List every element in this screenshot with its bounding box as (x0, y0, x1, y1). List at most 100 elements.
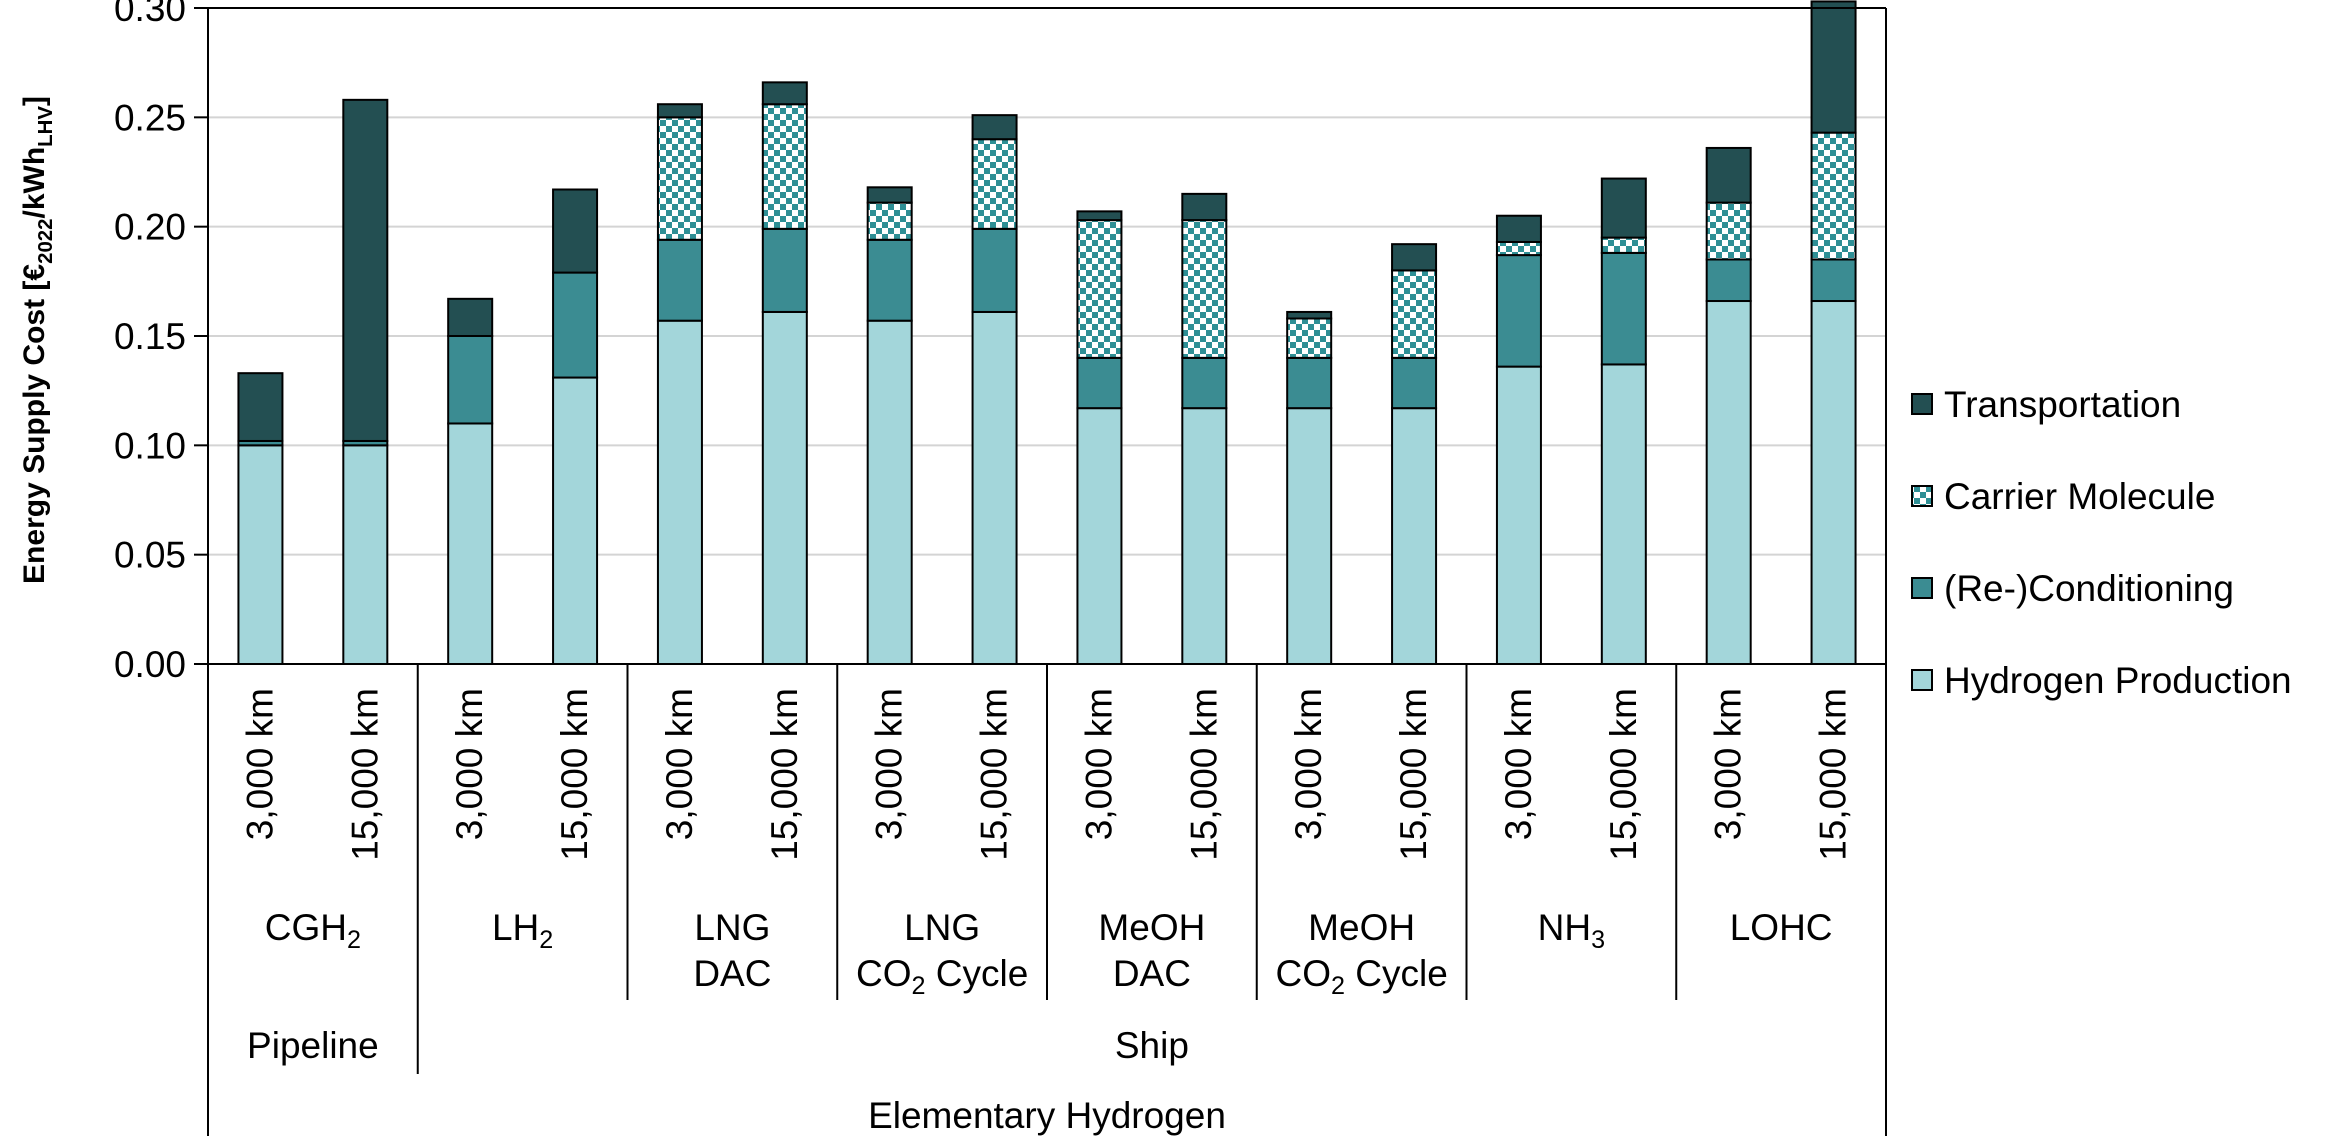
bar-segment-transportation (1181, 192, 1228, 222)
x-tick-label: 3,000 km (1498, 688, 1539, 840)
legend-swatch (1911, 393, 1933, 415)
bar-segment-re-conditioning (1810, 258, 1857, 303)
x-tick-label: 15,000 km (554, 688, 595, 861)
y-axis-label: Energy Supply Cost [€2022/kWhLHV] (18, 96, 57, 584)
carrier-label: MeOH (1098, 907, 1205, 948)
bar-segment-transportation (447, 297, 494, 337)
bar-segment-re-conditioning (1181, 356, 1228, 410)
x-tick-label: 3,000 km (449, 688, 490, 840)
bar-segment-hydrogen-production (1181, 407, 1228, 665)
carrier-label: CGH2 (265, 907, 361, 954)
legend-label: Carrier Molecule (1944, 476, 2215, 517)
mode-label: Pipeline (247, 1025, 379, 1066)
x-tick-label: 15,000 km (974, 688, 1015, 861)
bar-segment-hydrogen-production (1076, 407, 1123, 665)
bar-segment-re-conditioning (1391, 356, 1438, 410)
carrier-label: NH3 (1538, 907, 1605, 954)
bar-segment-transportation (866, 186, 913, 204)
x-tick-label: 15,000 km (1603, 688, 1644, 861)
legend-swatch (1911, 485, 1933, 507)
carrier-label: LNG (904, 907, 980, 948)
legend-swatch (1911, 669, 1933, 691)
y-tick-label: 0.25 (114, 97, 186, 138)
x-tick-label: 3,000 km (1288, 688, 1329, 840)
carrier-label-line2: CO2 Cycle (1275, 953, 1447, 1000)
carrier-label-line2: DAC (693, 953, 771, 994)
bar-segment-carrier-molecule (1181, 219, 1228, 359)
x-tick-label: 15,000 km (1813, 688, 1854, 861)
x-tick-label: 15,000 km (764, 688, 805, 861)
bar-segment-re-conditioning (1286, 356, 1333, 410)
bar-segment-re-conditioning (447, 335, 494, 425)
bar-segment-hydrogen-production (971, 310, 1018, 665)
x-tick-label: 3,000 km (1708, 688, 1749, 840)
bar-segment-re-conditioning (1495, 254, 1542, 368)
x-tick-label: 3,000 km (1078, 688, 1119, 840)
bar-segment-carrier-molecule (656, 116, 703, 241)
bar-segment-carrier-molecule (866, 201, 913, 241)
bar-segment-carrier-molecule (1600, 236, 1647, 254)
legend-label: Hydrogen Production (1944, 660, 2292, 701)
mode-label: Ship (1115, 1025, 1189, 1066)
carrier-label-line2: DAC (1113, 953, 1191, 994)
bar-segment-hydrogen-production (1705, 300, 1752, 665)
bar-segment-hydrogen-production (237, 444, 284, 666)
x-category-labels: 3,000 km 15,000 km 3,000 km 15,000 km 3,000 … (239, 688, 1853, 1136)
bar-segment-hydrogen-production (342, 444, 389, 666)
bar-segment-re-conditioning (1076, 356, 1123, 410)
bar-segment-hydrogen-production (1391, 407, 1438, 665)
bar-segment-re-conditioning (971, 227, 1018, 313)
bar-segment-transportation (552, 188, 599, 274)
y-tick-label: 0.30 (114, 0, 186, 29)
bar-segment-carrier-molecule (1810, 131, 1857, 261)
bar-segment-transportation (1810, 0, 1857, 134)
x-tick-label: 15,000 km (1393, 688, 1434, 861)
bar-segment-carrier-molecule (1705, 201, 1752, 261)
bar-segment-hydrogen-production (761, 310, 808, 665)
bar-segment-hydrogen-production (1600, 363, 1647, 665)
x-tick-label: 15,000 km (344, 688, 385, 861)
y-tick-label: 0.20 (114, 207, 186, 248)
x-tick-label: 3,000 km (239, 688, 280, 840)
bar-segment-transportation (1391, 243, 1438, 272)
bar-segment-re-conditioning (656, 238, 703, 322)
bar-segment-transportation (342, 98, 389, 442)
carrier-label: LOHC (1730, 907, 1833, 948)
bar-segment-carrier-molecule (1391, 269, 1438, 359)
bar-segment-re-conditioning (866, 238, 913, 322)
carrier-label-line2: CO2 Cycle (856, 953, 1028, 1000)
bar-segment-hydrogen-production (447, 422, 494, 666)
bar-segment-transportation (971, 114, 1018, 141)
bar-segment-transportation (1076, 210, 1123, 222)
bars (237, 0, 1857, 666)
x-tick-label: 3,000 km (659, 688, 700, 840)
carrier-label: LH2 (492, 907, 553, 954)
carrier-label: MeOH (1308, 907, 1415, 948)
bar-segment-hydrogen-production (656, 319, 703, 665)
bar-segment-transportation (1286, 310, 1333, 320)
bar-segment-transportation (656, 103, 703, 119)
bar-segment-transportation (1495, 214, 1542, 243)
bar-segment-carrier-molecule (761, 103, 808, 230)
bar-segment-transportation (1600, 177, 1647, 239)
x-tick-label: 15,000 km (1183, 688, 1224, 861)
legend-label: Transportation (1944, 384, 2181, 425)
bar-segment-re-conditioning (1600, 251, 1647, 366)
bar-segment-transportation (761, 81, 808, 106)
legend-swatch (1911, 577, 1933, 599)
y-tick-label: 0.05 (114, 535, 186, 576)
bar-segment-hydrogen-production (1286, 407, 1333, 665)
bar-segment-hydrogen-production (552, 376, 599, 665)
bar-segment-hydrogen-production (1495, 365, 1542, 665)
legend-label: (Re-)Conditioning (1944, 568, 2234, 609)
bar-segment-hydrogen-production (1810, 300, 1857, 665)
axes (194, 7, 1887, 1136)
bar-segment-carrier-molecule (1286, 317, 1333, 359)
carrier-label: LNG (694, 907, 770, 948)
bar-segment-re-conditioning (1705, 258, 1752, 303)
group-label: Elementary Hydrogen (868, 1095, 1226, 1136)
bar-segment-transportation (237, 372, 284, 442)
bar-segment-re-conditioning (552, 271, 599, 379)
bar-segment-re-conditioning (761, 227, 808, 313)
